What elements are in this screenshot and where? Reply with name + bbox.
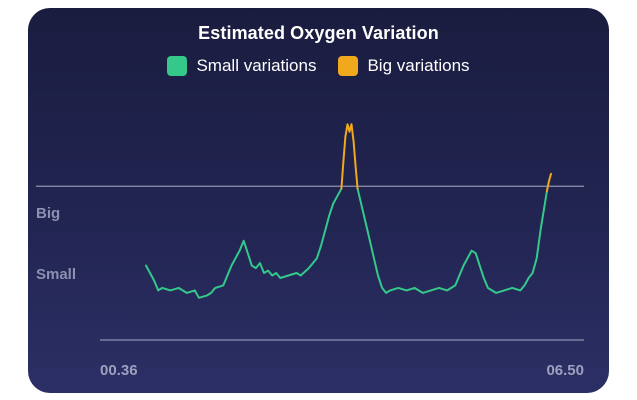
chart-legend: Small variations Big variations xyxy=(28,56,609,76)
big-variation-line-segment-1 xyxy=(545,172,552,193)
legend-item-big: Big variations xyxy=(338,56,470,76)
legend-label-big: Big variations xyxy=(367,56,470,75)
chart-title: Estimated Oxygen Variation xyxy=(198,23,439,43)
x-tick-end: 06.50 xyxy=(546,362,584,379)
small-variation-line-segment-0 xyxy=(145,187,343,299)
small-variation-line-segment-1 xyxy=(356,187,548,294)
oxygen-variation-card: Estimated Oxygen Variation Small variati… xyxy=(28,8,609,393)
legend-item-small: Small variations xyxy=(167,56,316,76)
legend-swatch-big xyxy=(338,56,359,76)
big-variation-line-segment-0 xyxy=(340,123,359,190)
legend-swatch-small xyxy=(167,56,188,76)
x-tick-start: 00.36 xyxy=(100,362,138,379)
level-label-small: Small xyxy=(36,266,76,283)
legend-label-small: Small variations xyxy=(196,56,317,75)
series-layer xyxy=(145,123,552,299)
oxygen-chart: Big Small 00.36 06.50 xyxy=(36,123,584,379)
level-label-big: Big xyxy=(36,205,60,222)
